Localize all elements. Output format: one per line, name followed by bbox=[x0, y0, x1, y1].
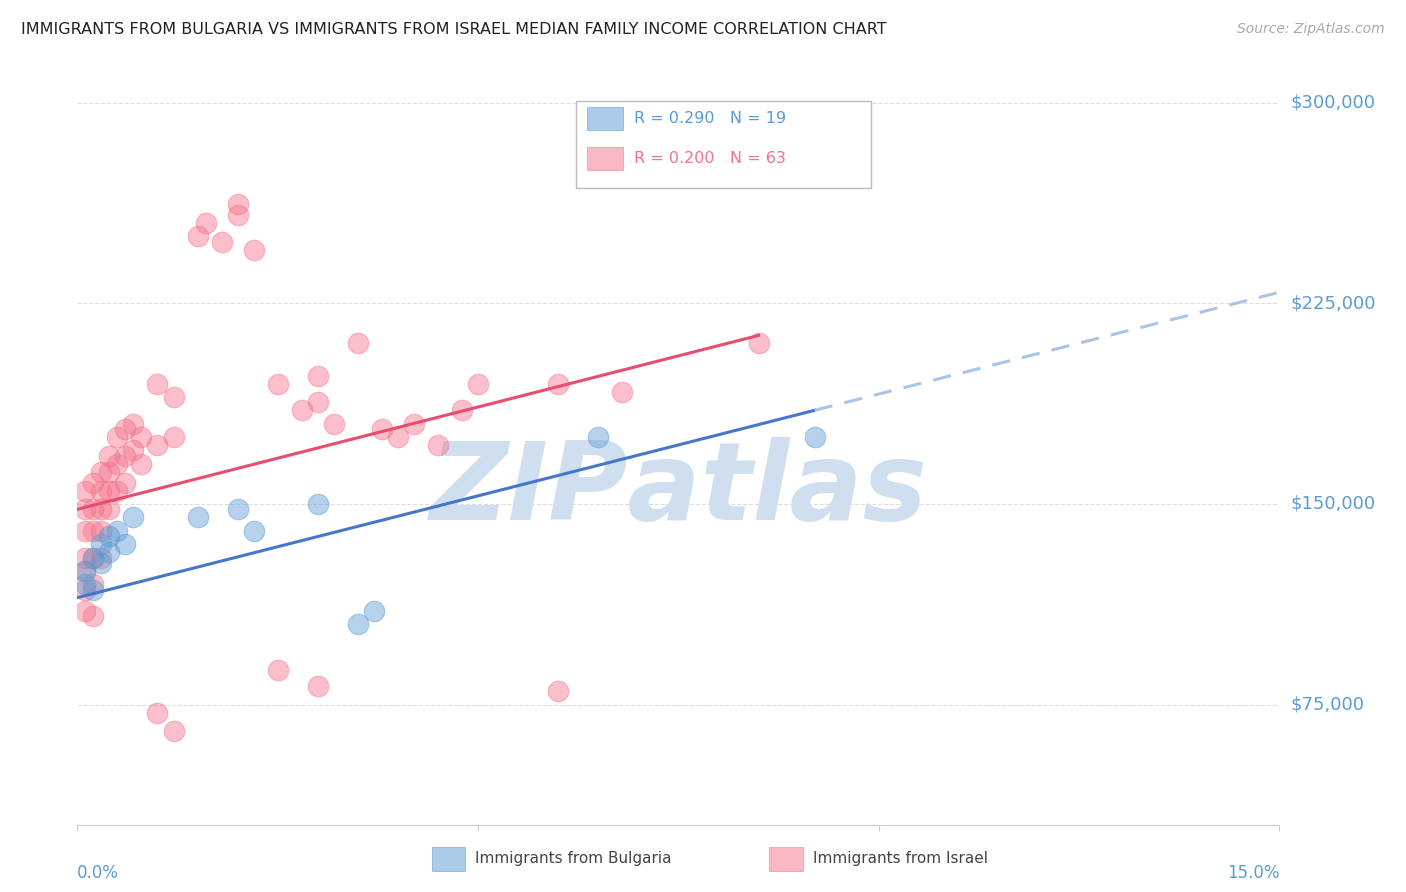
Point bbox=[90, 465, 112, 479]
Point bbox=[75, 550, 97, 565]
Point bbox=[242, 524, 264, 538]
Point bbox=[226, 208, 249, 222]
Point bbox=[307, 497, 329, 511]
Text: 15.0%: 15.0% bbox=[1227, 864, 1279, 882]
Text: 0.0%: 0.0% bbox=[77, 864, 120, 882]
Point bbox=[162, 390, 184, 404]
Point bbox=[82, 524, 104, 538]
Point bbox=[98, 545, 121, 559]
Point bbox=[387, 430, 409, 444]
Point bbox=[122, 417, 145, 431]
Point bbox=[75, 564, 97, 578]
Point bbox=[75, 582, 97, 597]
Text: IMMIGRANTS FROM BULGARIA VS IMMIGRANTS FROM ISRAEL MEDIAN FAMILY INCOME CORRELAT: IMMIGRANTS FROM BULGARIA VS IMMIGRANTS F… bbox=[21, 22, 887, 37]
Point bbox=[588, 430, 610, 444]
Point bbox=[146, 438, 169, 452]
Point bbox=[186, 510, 209, 524]
FancyBboxPatch shape bbox=[576, 101, 870, 188]
Point bbox=[307, 368, 329, 383]
Point bbox=[547, 376, 569, 391]
Text: $300,000: $300,000 bbox=[1291, 94, 1375, 112]
Point bbox=[90, 502, 112, 516]
Point bbox=[307, 395, 329, 409]
Text: ZIP​atlas: ZIP​atlas bbox=[429, 436, 928, 542]
Point bbox=[402, 417, 425, 431]
Point bbox=[186, 229, 209, 244]
Point bbox=[107, 430, 129, 444]
Point bbox=[98, 529, 121, 543]
Point bbox=[82, 609, 104, 624]
Point bbox=[75, 564, 97, 578]
Point bbox=[612, 384, 634, 399]
Point bbox=[131, 457, 153, 471]
Point bbox=[90, 537, 112, 551]
Text: Immigrants from Bulgaria: Immigrants from Bulgaria bbox=[475, 852, 672, 866]
Point bbox=[146, 376, 169, 391]
Point bbox=[90, 483, 112, 498]
Text: $75,000: $75,000 bbox=[1291, 696, 1365, 714]
Text: Immigrants from Israel: Immigrants from Israel bbox=[813, 852, 987, 866]
Point bbox=[75, 524, 97, 538]
Point bbox=[82, 550, 104, 565]
Point bbox=[451, 403, 474, 417]
Point bbox=[162, 430, 184, 444]
Point bbox=[82, 582, 104, 597]
Point bbox=[211, 235, 233, 249]
Point bbox=[114, 449, 136, 463]
Point bbox=[75, 502, 97, 516]
Point bbox=[90, 550, 112, 565]
Point bbox=[75, 604, 97, 618]
Point bbox=[98, 483, 121, 498]
Text: R = 0.290   N = 19: R = 0.290 N = 19 bbox=[634, 112, 786, 127]
Point bbox=[322, 417, 344, 431]
Point bbox=[347, 336, 370, 351]
Point bbox=[98, 502, 121, 516]
Point bbox=[194, 216, 217, 230]
Point bbox=[122, 510, 145, 524]
Point bbox=[131, 430, 153, 444]
Point bbox=[547, 684, 569, 698]
Point bbox=[114, 537, 136, 551]
Point bbox=[75, 483, 97, 498]
Text: $150,000: $150,000 bbox=[1291, 495, 1375, 513]
Point bbox=[291, 403, 314, 417]
Point bbox=[267, 663, 290, 677]
Point bbox=[114, 422, 136, 436]
Point bbox=[307, 679, 329, 693]
Point bbox=[226, 197, 249, 211]
Point bbox=[82, 577, 104, 591]
Point bbox=[122, 443, 145, 458]
FancyBboxPatch shape bbox=[588, 107, 623, 130]
Point bbox=[90, 524, 112, 538]
Text: Source: ZipAtlas.com: Source: ZipAtlas.com bbox=[1237, 22, 1385, 37]
Point bbox=[347, 617, 370, 632]
Point bbox=[363, 604, 385, 618]
FancyBboxPatch shape bbox=[588, 147, 623, 170]
Point bbox=[146, 706, 169, 720]
Point bbox=[82, 550, 104, 565]
Point bbox=[98, 465, 121, 479]
Point bbox=[107, 483, 129, 498]
Point bbox=[267, 376, 290, 391]
Point bbox=[748, 336, 770, 351]
Point bbox=[226, 502, 249, 516]
Point bbox=[427, 438, 450, 452]
Point bbox=[82, 502, 104, 516]
Point bbox=[114, 475, 136, 490]
Point bbox=[803, 430, 825, 444]
Text: $225,000: $225,000 bbox=[1291, 294, 1376, 312]
Point bbox=[107, 524, 129, 538]
Point bbox=[371, 422, 394, 436]
Point bbox=[98, 449, 121, 463]
Point bbox=[75, 577, 97, 591]
Point bbox=[107, 457, 129, 471]
Point bbox=[82, 475, 104, 490]
Point bbox=[162, 724, 184, 739]
Point bbox=[90, 556, 112, 570]
Text: R = 0.200   N = 63: R = 0.200 N = 63 bbox=[634, 151, 786, 166]
Point bbox=[242, 243, 264, 257]
Point bbox=[467, 376, 489, 391]
